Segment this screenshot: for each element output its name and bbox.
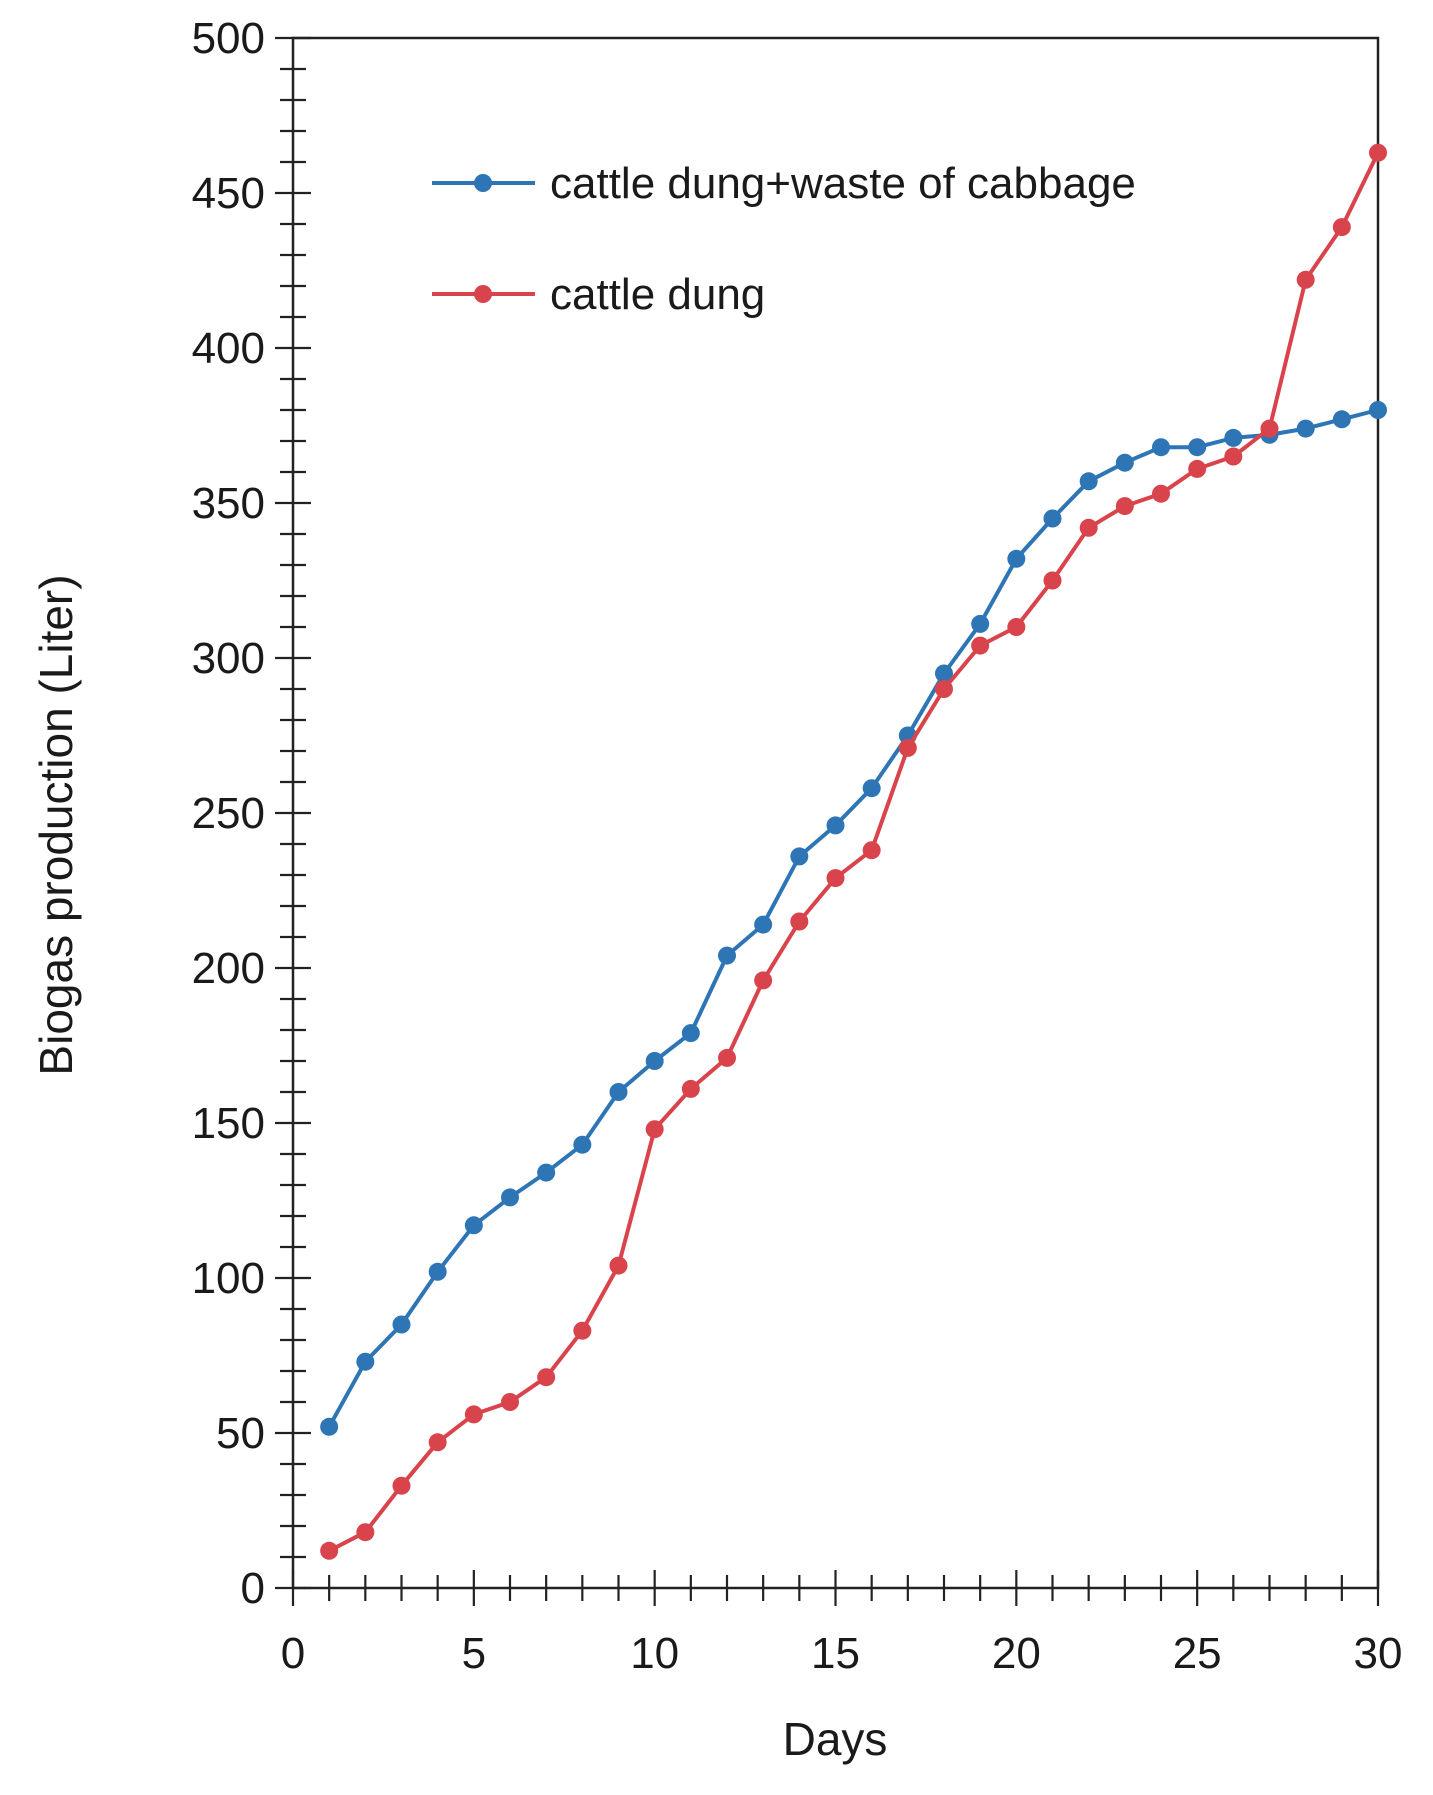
data-point xyxy=(1115,497,1134,516)
data-point xyxy=(464,1216,483,1235)
data-point xyxy=(464,1405,483,1424)
y-axis-title: Biogas production (Liter) xyxy=(30,574,82,1075)
series-cattle-dung-waste-of-cabbage xyxy=(320,401,1387,1436)
data-point xyxy=(1224,447,1243,466)
data-point xyxy=(718,1048,736,1067)
legend-label: cattle dung+waste of cabbage xyxy=(550,159,1136,208)
data-point xyxy=(1007,549,1026,568)
legend-marker xyxy=(474,174,492,192)
legend-label: cattle dung xyxy=(550,270,765,319)
data-point xyxy=(718,946,736,965)
data-point xyxy=(645,1120,664,1139)
y-tick-label: 400 xyxy=(192,324,265,373)
data-point xyxy=(1079,472,1098,491)
data-point xyxy=(1332,410,1351,429)
data-point xyxy=(862,841,881,860)
data-point xyxy=(1115,453,1134,472)
legend-entry: cattle dung xyxy=(432,270,765,319)
data-point xyxy=(573,1321,592,1340)
ticks: 0 50 100 150 200 250 300 350 400 450 500 0 5 10 15 20 25… xyxy=(192,14,1403,1678)
x-tick-label: 10 xyxy=(630,1629,679,1678)
data-point xyxy=(826,816,845,835)
data-point xyxy=(645,1052,664,1070)
data-point xyxy=(573,1135,592,1154)
data-point xyxy=(971,636,990,655)
legend-entry: cattle dung+waste of cabbage xyxy=(432,159,1136,208)
data-point xyxy=(1152,484,1170,503)
data-point xyxy=(1260,419,1279,438)
y-tick-label: 350 xyxy=(192,479,265,528)
data-point xyxy=(1188,459,1207,478)
y-tick-label: 0 xyxy=(241,1564,265,1613)
data-point xyxy=(428,1433,447,1452)
legend: cattle dung+waste of cabbage cattle dung xyxy=(432,159,1136,319)
data-point xyxy=(392,1315,411,1334)
data-point xyxy=(898,738,917,757)
series-layer xyxy=(320,143,1387,1560)
data-point xyxy=(754,971,773,990)
data-point xyxy=(537,1368,556,1387)
data-point xyxy=(1007,618,1026,636)
data-point xyxy=(609,1256,628,1275)
series-line xyxy=(327,408,1379,1428)
data-point xyxy=(1224,428,1243,447)
data-point xyxy=(392,1476,411,1495)
data-point xyxy=(428,1262,447,1281)
x-tick-label: 25 xyxy=(1173,1629,1222,1678)
data-point xyxy=(1188,438,1207,457)
y-tick-label: 150 xyxy=(192,1099,265,1148)
data-point xyxy=(1296,270,1315,289)
data-point xyxy=(681,1024,700,1043)
y-tick-label: 200 xyxy=(192,944,265,993)
data-point xyxy=(826,869,845,888)
y-tick-label: 500 xyxy=(192,14,265,63)
x-tick-label: 0 xyxy=(281,1629,305,1678)
data-point xyxy=(790,847,809,866)
data-point xyxy=(971,614,990,633)
data-point xyxy=(501,1393,519,1411)
x-tick-label: 5 xyxy=(462,1629,486,1678)
data-point xyxy=(1152,438,1170,457)
data-point xyxy=(1369,143,1387,162)
data-point xyxy=(754,915,773,934)
data-point xyxy=(356,1352,375,1371)
data-point xyxy=(320,1541,339,1560)
data-point xyxy=(935,664,953,683)
data-point xyxy=(935,680,953,698)
y-tick-label: 100 xyxy=(192,1254,265,1303)
data-point xyxy=(790,912,809,931)
x-axis-title: Days xyxy=(783,1713,888,1765)
data-point xyxy=(681,1079,700,1098)
y-tick-label: 250 xyxy=(192,789,265,838)
y-tick-label: 50 xyxy=(216,1409,265,1458)
data-point xyxy=(1043,509,1062,528)
x-tick-label: 20 xyxy=(992,1629,1041,1678)
data-point xyxy=(1079,518,1098,537)
data-point xyxy=(609,1083,628,1101)
plot-frame xyxy=(291,36,1380,1590)
data-point xyxy=(1043,571,1062,590)
legend-marker xyxy=(474,285,492,303)
x-tick-label: 15 xyxy=(811,1629,860,1678)
data-point xyxy=(356,1523,375,1542)
data-point xyxy=(501,1188,519,1207)
y-tick-label: 300 xyxy=(192,634,265,683)
y-tick-label: 450 xyxy=(192,169,265,218)
data-point xyxy=(537,1163,556,1182)
data-point xyxy=(862,779,881,798)
series-line xyxy=(328,151,1380,1553)
data-point xyxy=(1332,218,1351,237)
data-point xyxy=(1296,419,1315,438)
axes xyxy=(291,36,1380,1590)
x-tick-label: 30 xyxy=(1354,1629,1403,1678)
series-cattle-dung xyxy=(320,143,1387,1560)
data-point xyxy=(320,1417,339,1436)
data-point xyxy=(1369,401,1387,419)
